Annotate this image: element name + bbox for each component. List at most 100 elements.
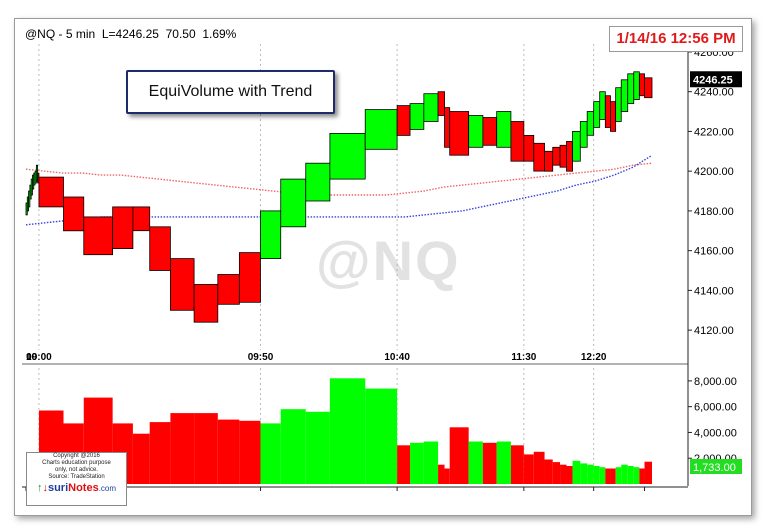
equivolume-box: [238, 252, 261, 303]
volume-bar: [639, 468, 645, 484]
volume-bar: [552, 462, 561, 484]
last-volume-marker: [690, 459, 742, 474]
price-tick-label: 4180.00: [694, 206, 734, 218]
arrow-down-icon: ↓: [42, 482, 48, 494]
equivolume-box: [586, 111, 595, 136]
volume-bar: [580, 463, 588, 484]
equivolume-box: [396, 105, 411, 136]
last-price-marker: [690, 71, 742, 88]
equivolume-box: [638, 73, 645, 97]
equivolume-box: [444, 107, 451, 148]
volume-bar: [410, 442, 424, 484]
equivolume-box: [610, 101, 617, 132]
volume-bar: [468, 441, 483, 484]
volume-bar: [644, 461, 652, 484]
equivolume-box: [260, 210, 282, 259]
last-volume-label: 1,733.00: [693, 462, 736, 474]
volume-bar: [496, 441, 511, 484]
price-tick-label: 4160.00: [694, 246, 734, 258]
equivolume-box: [566, 140, 573, 172]
equivolume-box: [510, 121, 525, 162]
equivolume-box: [63, 196, 85, 232]
time-tick-label: 10: [26, 352, 38, 363]
volume-bar: [365, 388, 398, 484]
volume-bar: [560, 464, 567, 484]
time-tick-label: 11:30: [511, 352, 536, 363]
volume-bar: [482, 442, 497, 484]
volume-bar: [305, 411, 330, 484]
equivolume-box: [593, 101, 601, 128]
equivolume-box: [579, 121, 588, 148]
time-tick-label: 09:50: [248, 352, 274, 363]
equivolume-box: [132, 206, 151, 232]
volume-bar: [610, 468, 616, 484]
equivolume-box: [149, 226, 171, 271]
volume-bar: [132, 433, 150, 484]
volume-bar: [423, 441, 439, 484]
equivolume-box: [552, 146, 561, 166]
copyright-line: Source: TradeStation: [48, 474, 105, 480]
surinotes-logo: ↑↓suriNotes.com: [36, 482, 117, 494]
symbol-label: @NQ: [25, 27, 56, 41]
volume-bar: [239, 420, 261, 484]
equivolume-box: [280, 178, 307, 228]
volume-tick-label: 8,000.00: [694, 376, 737, 388]
equivolume-box: [193, 283, 219, 323]
equivolume-box: [604, 95, 611, 128]
volume-bar: [533, 451, 545, 484]
equivolume-box: [627, 73, 635, 105]
volume-bar: [566, 466, 573, 484]
volume-bar: [280, 409, 306, 484]
equivolume-box: [523, 134, 535, 162]
equivolume-box: [496, 111, 512, 148]
equivolume-box: [572, 130, 581, 162]
moving-average-layer: [25, 154, 653, 226]
volume-tick-label: 4,000.00: [694, 427, 737, 439]
volume-bar: [329, 378, 366, 484]
equivolume-box: [644, 77, 653, 99]
interval-label: 5 min: [65, 27, 96, 41]
volume-bar: [194, 413, 218, 484]
volume-bar: [587, 464, 594, 484]
copyright-line: Charts education purpose: [42, 460, 111, 466]
equivolume-box: [615, 87, 622, 122]
volume-bar: [621, 464, 628, 484]
volume-bar: [615, 467, 622, 484]
equivolume-box: [329, 132, 366, 180]
volume-bar: [627, 466, 634, 484]
volume-bar: [593, 466, 600, 484]
moving-average-blue: [25, 154, 653, 226]
equivolume-box: [544, 150, 554, 172]
time-tick-label: 09:00: [26, 352, 52, 363]
equivolume-box: [559, 144, 567, 168]
equivolume-box: [437, 91, 445, 116]
volume-bar: [449, 427, 469, 484]
chart-annotation: EquiVolume with Trend: [126, 70, 335, 114]
date-time-badge: 1/14/16 12:56 PM: [609, 26, 743, 52]
arrow-up-icon: ↑: [36, 482, 43, 494]
equivolume-box: [38, 176, 64, 208]
copyright-box: Copyright @2016 Charts education purpose…: [26, 452, 127, 506]
equivolume-box: [409, 103, 425, 130]
price-tick-label: 4240.00: [694, 87, 734, 99]
symbol-header: @NQ - 5 min L=4246.25 70.50 1.69%: [25, 27, 237, 41]
price-tick-label: 4200.00: [694, 166, 734, 178]
equivolume-box: [217, 274, 240, 305]
volume-bar: [444, 468, 450, 484]
volume-bar: [544, 459, 553, 484]
volume-bar: [397, 445, 411, 484]
volume-bar: [170, 413, 195, 484]
time-tick-label: 10:40: [384, 352, 410, 363]
equivolume-box: [423, 93, 439, 122]
volume-bar: [260, 423, 281, 484]
volume-tick-label: 6,000.00: [694, 402, 737, 414]
equivolume-boxes: [25, 71, 653, 323]
equivolume-box: [83, 216, 114, 256]
copyright-line: Copyright @2016: [53, 453, 100, 459]
volume-bar: [149, 422, 171, 484]
symbol-watermark: @NQ: [316, 229, 461, 292]
equivolume-box: [468, 115, 484, 148]
equivolume-box: [599, 91, 606, 120]
last-price-label: 4246.25: [693, 74, 733, 86]
